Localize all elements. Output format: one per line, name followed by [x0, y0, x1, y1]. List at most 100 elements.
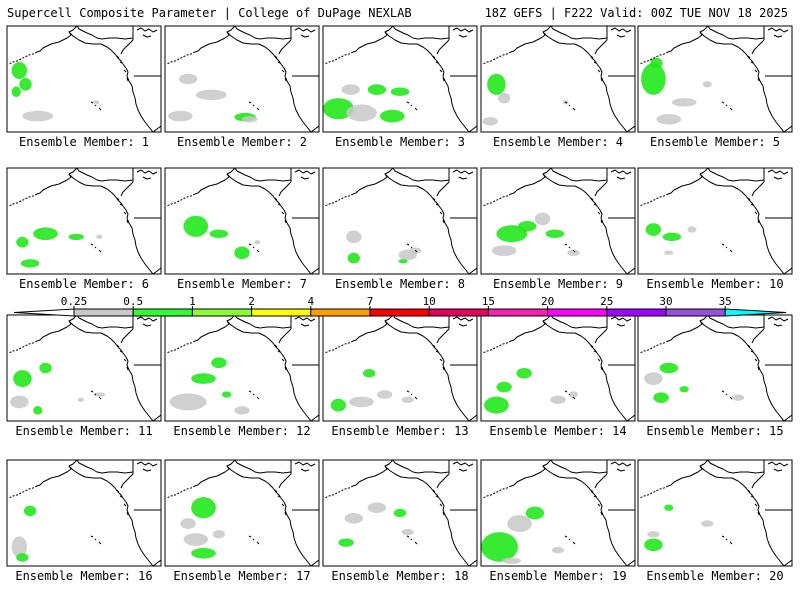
scp-green-area	[379, 109, 405, 123]
member-panel: Ensemble Member: 16	[6, 459, 162, 583]
base-map	[324, 315, 477, 421]
member-panel: Ensemble Member: 3	[322, 25, 478, 149]
scp-gray-area	[10, 395, 29, 409]
scp-green-area	[398, 259, 408, 264]
panel-frame	[6, 167, 162, 275]
scp-gray-area	[401, 396, 414, 403]
scp-green-area	[664, 504, 674, 511]
panel-frame	[637, 25, 793, 133]
member-label: Ensemble Member: 20	[646, 569, 783, 583]
legend-label: 1	[189, 295, 196, 308]
scp-green-area	[393, 508, 407, 518]
scp-green-area	[234, 246, 250, 260]
member-label: Ensemble Member: 13	[331, 424, 468, 438]
scp-gray-area	[534, 212, 551, 226]
scp-gray-area	[550, 395, 566, 405]
scp-green-area	[641, 63, 666, 95]
legend-label: 7	[367, 295, 374, 308]
panel-frame	[322, 459, 478, 567]
panel-frame	[6, 314, 162, 422]
scp-green-area	[496, 381, 512, 393]
scp-green-area	[23, 505, 37, 517]
panel-frame	[637, 459, 793, 567]
panel-frame	[164, 25, 320, 133]
legend-swatch	[547, 308, 608, 317]
scp-green-area	[11, 62, 28, 79]
member-label: Ensemble Member: 9	[493, 277, 623, 291]
scp-green-area	[183, 215, 209, 237]
scp-green-area	[209, 229, 229, 238]
scp-gray-area	[346, 104, 377, 122]
scp-green-area	[39, 362, 52, 374]
member-label: Ensemble Member: 18	[331, 569, 468, 583]
member-panel: Ensemble Member: 13	[322, 314, 478, 438]
legend-label: 0.25	[61, 295, 88, 308]
scp-green-area	[484, 396, 509, 414]
legend-swatch	[487, 308, 549, 317]
member-label: Ensemble Member: 5	[650, 135, 780, 149]
member-panel: Ensemble Member: 1	[6, 25, 162, 149]
member-panel: Ensemble Member: 4	[480, 25, 636, 149]
member-label: Ensemble Member: 15	[646, 424, 783, 438]
scp-green-area	[338, 538, 354, 547]
scp-gray-area	[491, 245, 517, 256]
scp-green-area	[211, 357, 227, 368]
scp-gray-area	[551, 546, 565, 554]
scp-gray-area	[346, 230, 362, 244]
member-panel: Ensemble Member: 11	[6, 314, 162, 438]
base-map	[8, 168, 161, 274]
legend-label: 25	[600, 295, 613, 308]
scp-green-area	[517, 221, 537, 232]
scp-green-area	[525, 506, 545, 520]
legend-label: 30	[659, 295, 672, 308]
panel-frame	[322, 167, 478, 275]
member-panel: Ensemble Member: 2	[164, 25, 320, 149]
scp-gray-area	[349, 396, 374, 408]
scp-gray-area	[401, 528, 414, 536]
legend-tail-right	[724, 308, 787, 317]
scp-green-area	[545, 229, 565, 238]
base-map	[8, 315, 161, 421]
scp-gray-area	[568, 391, 579, 398]
scp-green-area	[19, 77, 32, 91]
panel-frame	[6, 459, 162, 567]
legend-label: 2	[248, 295, 255, 308]
scp-gray-area	[180, 518, 196, 529]
legend-swatch	[73, 308, 134, 317]
member-label: Ensemble Member: 17	[173, 569, 310, 583]
scp-green-area	[390, 87, 410, 96]
legend-swatch	[251, 308, 312, 317]
scp-gray-area	[482, 117, 498, 126]
scp-green-area	[516, 368, 532, 379]
scp-gray-area	[11, 536, 28, 558]
member-label: Ensemble Member: 16	[15, 569, 152, 583]
member-panel: Ensemble Member: 8	[322, 167, 478, 291]
scp-gray-area	[96, 234, 103, 240]
scp-gray-area	[178, 73, 198, 85]
member-panel: Ensemble Member: 18	[322, 459, 478, 583]
scp-green-area	[347, 252, 360, 264]
scp-green-area	[13, 370, 32, 388]
legend-swatch	[191, 308, 253, 317]
scp-green-area	[679, 386, 689, 393]
scp-gray-area	[687, 226, 697, 233]
member-panel: Ensemble Member: 20	[637, 459, 793, 583]
legend-swatch	[606, 308, 667, 317]
member-label: Ensemble Member: 4	[493, 135, 623, 149]
scp-green-area	[11, 86, 21, 98]
base-map	[639, 168, 792, 274]
scp-gray-area	[169, 393, 207, 411]
scp-gray-area	[212, 529, 226, 539]
scp-gray-area	[376, 390, 393, 399]
member-panel: Ensemble Member: 7	[164, 167, 320, 291]
legend-label: 0.5	[123, 295, 143, 308]
header-right-title: 18Z GEFS | F222 Valid: 00Z TUE NOV 18 20…	[485, 6, 788, 20]
base-map	[482, 168, 635, 274]
legend-swatch	[665, 308, 726, 317]
member-panel: Ensemble Member: 9	[480, 167, 636, 291]
member-label: Ensemble Member: 11	[15, 424, 152, 438]
member-panel: Ensemble Member: 15	[637, 314, 793, 438]
member-label: Ensemble Member: 19	[489, 569, 626, 583]
scp-gray-area	[367, 502, 387, 513]
panel-frame	[637, 167, 793, 275]
